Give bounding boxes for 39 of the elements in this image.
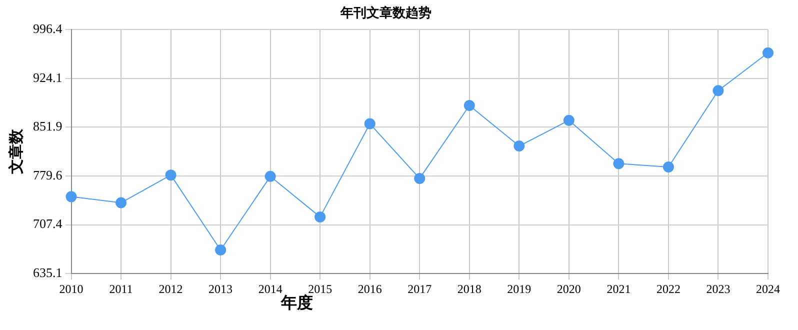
point <box>364 118 376 130</box>
x-tick-label: 2021 <box>606 282 631 296</box>
y-tick-label: 635.1 <box>33 265 62 280</box>
x-tick-label: 2013 <box>208 282 233 296</box>
x-tick-label: 2014 <box>258 282 282 296</box>
x-tick-label: 2020 <box>556 282 581 296</box>
point <box>464 100 475 112</box>
x-tick-label: 2012 <box>158 282 183 296</box>
x-axis-title: 年度 <box>280 293 313 312</box>
x-tick-label: 2016 <box>358 282 382 296</box>
y-tick-label: 996.4 <box>33 21 63 36</box>
point <box>264 170 276 182</box>
point <box>165 170 176 181</box>
x-tick-label: 2010 <box>59 282 84 296</box>
x-tick-label: 2011 <box>109 282 133 296</box>
y-tick-label: 707.4 <box>33 216 63 232</box>
y-tick-label: 851.9 <box>33 118 62 134</box>
y-tick-label: 924.1 <box>33 70 62 85</box>
x-tick-label: 2015 <box>308 282 332 296</box>
point <box>414 172 426 184</box>
chart-title: 年刊文章数趋势 <box>340 5 432 20</box>
x-tick-label: 2023 <box>706 282 730 296</box>
point <box>563 114 574 126</box>
x-tick-label: 2018 <box>457 282 482 296</box>
point <box>662 161 674 172</box>
x-tick-label: 2024 <box>756 282 780 296</box>
y-axis-title: 文章数 <box>6 128 25 176</box>
point <box>215 244 226 256</box>
x-tick-label: 2017 <box>408 282 432 296</box>
point <box>66 191 77 202</box>
point <box>762 47 774 58</box>
point <box>514 140 525 152</box>
point <box>116 197 127 208</box>
x-tick-label: 2022 <box>656 282 680 296</box>
point <box>613 158 624 170</box>
y-tick-label: 779.6 <box>33 167 63 182</box>
point <box>712 85 724 96</box>
point <box>314 211 326 222</box>
x-tick-label: 2019 <box>507 282 532 296</box>
